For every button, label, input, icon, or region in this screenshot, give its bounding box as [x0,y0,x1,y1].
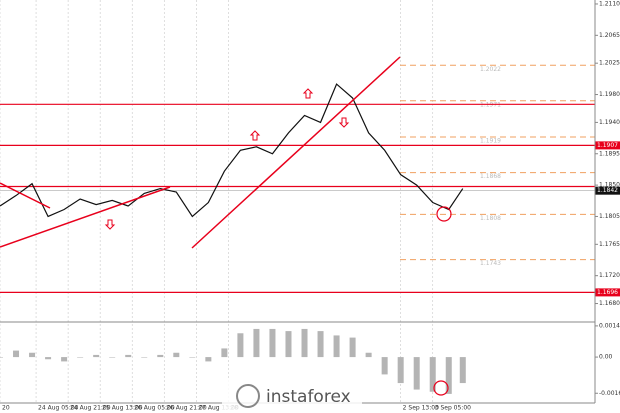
level-box [595,141,620,150]
y-tick-label: 0.00144 [599,322,620,329]
x-tick-label: 3 Sep 05:00 [435,405,471,412]
marker-circle [436,206,452,222]
histogram-bar [317,331,324,358]
trend-line [191,56,401,249]
arrow-down [338,117,350,128]
x-tick-label: 25 Aug 13:00 [102,405,143,412]
x-tick-label: 26 Aug 21:00 [166,405,207,412]
watermark-text: instaforex [266,387,351,407]
histogram-bar [13,350,20,358]
last-price-label: 1.1842 [597,187,618,194]
arrow-down [104,219,116,230]
histogram-bar [141,357,148,358]
histogram-bar [0,357,3,358]
histogram-bar [205,357,212,362]
histogram-bar [413,357,420,390]
x-tick-label: 24 Aug 05:00 [38,405,79,412]
y-tick-label: 1.1805 [599,213,620,220]
histogram-bar [61,357,68,362]
y-tick-label: 1.2110 [599,0,620,7]
histogram-bar [109,357,116,358]
histogram-bar [301,328,308,358]
fib-label: 1.2022 [480,66,501,73]
histogram-bar [237,333,244,358]
fib-label: 1.1743 [480,260,501,267]
histogram-bar [221,348,228,358]
histogram-bar [29,352,36,358]
histogram-bar [365,352,372,358]
watermark: instaforex [222,378,362,413]
histogram-bar [333,335,340,358]
histogram-bar [381,357,388,375]
price-line [0,83,464,218]
x-tick-label: 26 Aug 05:00 [134,405,175,412]
y-tick-label: 1.1980 [599,91,620,98]
fib-label: 1.1919 [480,138,501,145]
y-tick-label: 1.1895 [599,150,620,157]
fib-label: 1.1868 [480,173,501,180]
y-tick-label: 1.1720 [599,272,620,279]
x-tick-label: 20 [2,405,10,412]
histogram-bar [173,352,180,358]
arrow-up [249,130,261,141]
histogram-bar [157,354,164,358]
x-tick-label: 2 Sep 13:00 [403,405,439,412]
histogram-bar [189,357,196,358]
marker-circle [433,380,449,396]
y-tick-label: 1.2025 [599,60,620,67]
level-label: 1.1696 [597,289,618,296]
y-tick-label: 0.00 [599,354,613,361]
histogram-bar [429,357,436,392]
level-label: 1.1907 [597,142,618,149]
y-tick-label: 1.1765 [599,241,620,248]
histogram-bar [77,357,84,358]
histogram-bar [397,357,404,384]
histogram-bar [253,328,260,358]
trend-line [0,186,171,248]
y-tick-label: 1.1940 [599,119,620,126]
histogram-bar [125,354,132,358]
y-tick-label: 1.2065 [599,32,620,39]
trend-line [0,182,51,209]
y-tick-label: 1.1680 [599,300,620,307]
histogram-bar [93,354,100,358]
fib-label: 1.1808 [480,215,501,222]
watermark-logo [236,384,260,408]
histogram-bar [445,357,452,394]
histogram-bar [459,357,466,384]
histogram-bar [269,328,276,358]
histogram-bar [45,357,52,360]
x-tick-label: 27 Aug 13:00 [198,405,239,412]
last-price-box [595,186,620,195]
histogram-bar [349,337,356,358]
level-box [595,288,620,297]
y-tick-label: -0.00167 [599,390,620,397]
histogram-bar [285,331,292,358]
arrow-up [302,88,314,99]
y-tick-label: 1.1850 [599,182,620,189]
x-tick-label: 24 Aug 21:00 [70,405,111,412]
